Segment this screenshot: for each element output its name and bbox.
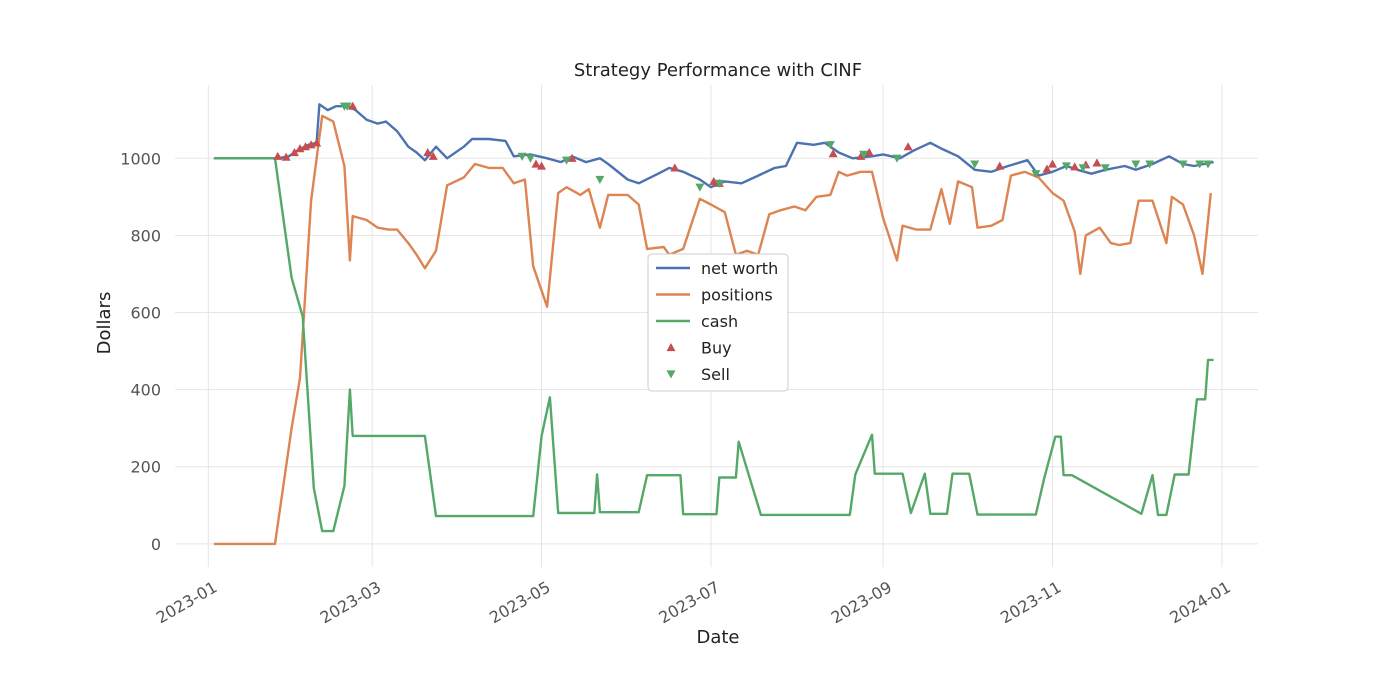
sell-marker (1031, 170, 1041, 179)
chart-title: Strategy Performance with CINF (574, 60, 862, 81)
legend: net worth positions cash Buy Sell (647, 253, 789, 392)
buy-marker (1070, 162, 1080, 171)
buy-marker (709, 176, 719, 185)
legend-label: Buy (701, 339, 732, 358)
sell-marker (1078, 164, 1088, 173)
y-axis-ticks: 0 200 400 600 800 1000 (120, 149, 161, 554)
buy-marker (828, 149, 838, 158)
buy-marker (273, 151, 283, 160)
y-tick-label: 0 (151, 535, 161, 554)
sell-marker (695, 183, 705, 192)
sell-marker (1145, 160, 1155, 169)
buy-marker (281, 152, 291, 161)
y-tick-label: 1000 (120, 149, 161, 168)
buy-marker (903, 142, 913, 151)
buy-marker (567, 153, 577, 162)
buy-marker (1048, 159, 1058, 168)
x-tick-label: 2023-05 (486, 577, 553, 627)
series-layer (213, 103, 1214, 546)
x-tick-label: 2023-07 (656, 577, 723, 627)
buy-marker (428, 151, 438, 160)
sell-marker (714, 179, 724, 188)
sell-marker (859, 150, 869, 159)
sell-marker (1131, 160, 1141, 169)
buy-marker (864, 147, 874, 157)
x-tick-label: 2023-01 (153, 577, 220, 627)
sell-marker (1203, 160, 1213, 169)
sell-marker (825, 141, 835, 150)
buy-marker (312, 138, 322, 147)
legend-marker-sell (666, 370, 676, 379)
buy-marker (289, 147, 299, 157)
legend-label: Sell (701, 365, 730, 384)
x-tick-label: 2023-09 (828, 577, 895, 627)
x-tick-label: 2024-01 (1166, 577, 1233, 627)
sell-marker (1100, 164, 1110, 173)
y-tick-label: 600 (130, 304, 161, 323)
sell-marker (1195, 160, 1205, 169)
sell-marker (562, 156, 572, 165)
sell-marker (525, 154, 535, 163)
buy-marker (531, 159, 541, 168)
marker-layer (273, 101, 1213, 192)
sell-marker (970, 160, 980, 169)
x-axis-label: Date (696, 627, 739, 648)
buy-marker (670, 163, 680, 172)
buy-marker (423, 147, 433, 157)
legend-label: positions (701, 286, 773, 305)
buy-marker (348, 101, 358, 110)
sell-marker (517, 152, 527, 161)
y-tick-label: 400 (130, 381, 161, 400)
sell-marker (892, 154, 902, 163)
sell-marker (342, 102, 352, 111)
y-axis-label: Dollars (94, 292, 115, 355)
buy-marker (995, 161, 1005, 170)
sell-marker (1061, 162, 1071, 171)
legend-label: cash (701, 312, 738, 331)
legend-label: net worth (701, 259, 778, 278)
series-line-positions (213, 114, 1212, 546)
buy-marker (1042, 164, 1052, 173)
buy-marker (1092, 158, 1102, 167)
x-tick-label: 2023-11 (997, 577, 1064, 627)
y-tick-label: 200 (130, 458, 161, 477)
sell-marker (595, 175, 605, 184)
buy-marker (537, 161, 547, 170)
series-line-cash (213, 157, 1214, 533)
x-tick-label: 2023-03 (317, 577, 384, 627)
legend-marker-buy (666, 343, 676, 352)
y-tick-label: 800 (130, 226, 161, 245)
series-line-net-worth (213, 103, 1214, 189)
x-axis-ticks: 2023-01 2023-03 2023-05 2023-07 2023-09 2023-… (153, 577, 1234, 627)
legend-box (647, 253, 789, 392)
sell-marker (1178, 160, 1188, 169)
